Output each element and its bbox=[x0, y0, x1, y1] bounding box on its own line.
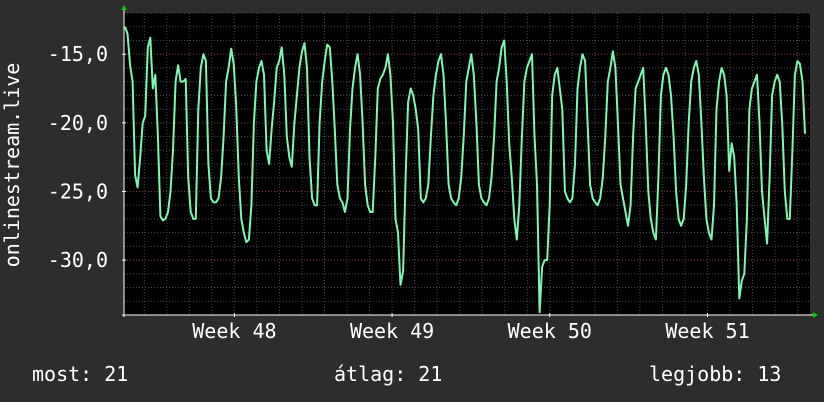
average-value: átlag: 21 bbox=[334, 362, 443, 386]
y-axis-arrow-icon bbox=[121, 5, 127, 10]
y-tick-label: -20,0 bbox=[48, 111, 108, 135]
y-tick-labels: -15,0 -20,0 -25,0 -30,0 bbox=[48, 42, 126, 272]
x-tick-label: Week 51 bbox=[665, 319, 749, 343]
axes bbox=[121, 5, 818, 318]
y-tick-label: -30,0 bbox=[48, 248, 108, 272]
x-tick-label: Week 50 bbox=[508, 319, 592, 343]
y-tick-label: -15,0 bbox=[48, 42, 108, 66]
y-axis-label: onlinestream.live bbox=[0, 63, 24, 268]
x-axis-arrow-icon bbox=[813, 312, 818, 318]
series-line bbox=[124, 26, 806, 314]
x-tick-label: Week 48 bbox=[192, 319, 276, 343]
best-value: legjobb: 13 bbox=[649, 362, 782, 386]
x-tick-labels: Week 48 Week 49 Week 50 Week 51 bbox=[192, 313, 750, 343]
current-value: most: 21 bbox=[32, 362, 129, 386]
x-tick-label: Week 49 bbox=[350, 319, 434, 343]
y-tick-label: -25,0 bbox=[48, 179, 108, 203]
